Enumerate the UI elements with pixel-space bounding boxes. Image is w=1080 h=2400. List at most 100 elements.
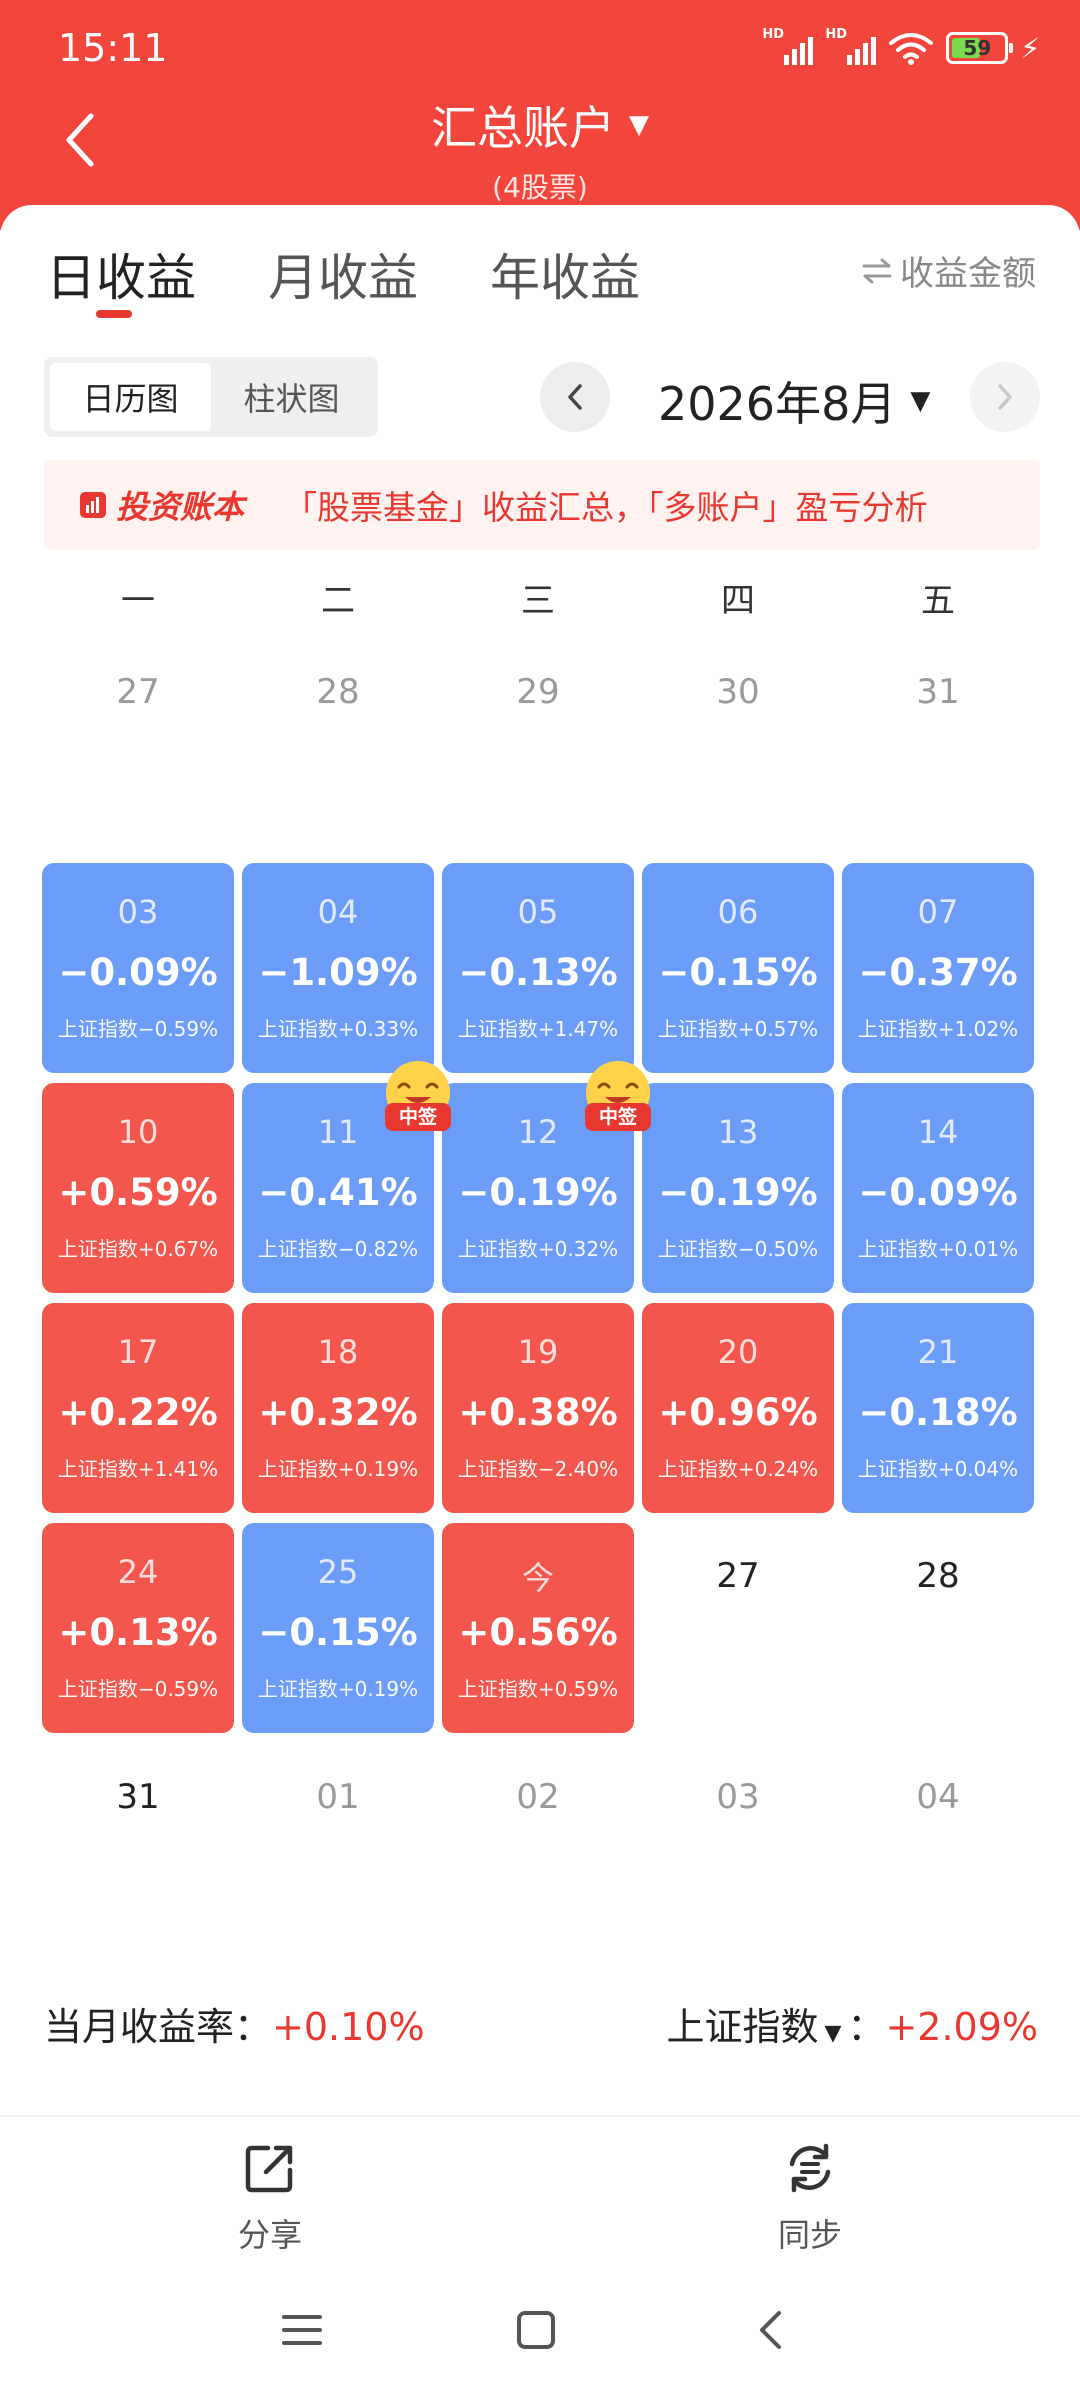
day-return: +0.32%: [258, 1391, 418, 1434]
day-number: 13: [717, 1113, 759, 1151]
sync-label: 同步: [777, 2216, 842, 2254]
tab-yearly[interactable]: 年收益: [490, 249, 640, 307]
status-icons: HD HD 59 ⚡: [762, 27, 1040, 68]
calendar-day-cell[interactable]: 04 −1.09% 上证指数+0.33%: [242, 863, 434, 1073]
calendar-day-cell[interactable]: 10 +0.59% 上证指数+0.67%: [42, 1083, 234, 1293]
caret-down-icon: ▼: [824, 2021, 842, 2046]
day-number: 10: [117, 1113, 159, 1151]
account-selector[interactable]: 汇总账户 ▼ (4股票): [0, 92, 1080, 206]
tab-daily[interactable]: 日收益: [46, 238, 196, 318]
signal-hd-label: HD: [762, 27, 784, 42]
day-number: 07: [917, 893, 959, 931]
calendar-day-cell[interactable]: 17 +0.22% 上证指数+1.41%: [42, 1303, 234, 1513]
signal-hd-label: HD: [825, 27, 847, 42]
calendar-day-other-month: 29: [516, 672, 560, 712]
recent-apps-button[interactable]: [272, 2300, 332, 2360]
system-back-button[interactable]: [740, 2300, 800, 2360]
home-square-icon: [517, 2311, 555, 2349]
month-return-label: 当月收益率：: [44, 2005, 273, 2049]
day-index-change: 上证指数+0.19%: [257, 1677, 419, 1701]
month-navigator: 2026年8月 ▼: [540, 362, 1040, 434]
amount-toggle-button[interactable]: 收益金额: [862, 246, 1036, 295]
page-subtitle: (4股票): [492, 171, 588, 204]
calendar-day-cell[interactable]: 18 +0.32% 上证指数+0.19%: [242, 1303, 434, 1513]
badge-label: 中签: [399, 1105, 438, 1128]
lottery-win-badge[interactable]: 中签: [575, 1057, 661, 1143]
weekday-label: 四: [721, 581, 755, 621]
caret-down-icon: ▼: [629, 110, 649, 140]
calendar-day-other-month: 31: [916, 672, 960, 712]
share-label: 分享: [237, 2216, 302, 2254]
day-index-change: 上证指数+1.47%: [457, 1017, 619, 1041]
signal-icon: HD: [825, 27, 877, 65]
calendar-day-cell[interactable]: 07 −0.37% 上证指数+1.02%: [842, 863, 1034, 1073]
divider: [0, 2115, 1080, 2117]
calendar-day-other-month: 27: [116, 672, 160, 712]
calendar-day-cell[interactable]: 20 +0.96% 上证指数+0.24%: [642, 1303, 834, 1513]
day-index-change: 上证指数+0.04%: [857, 1457, 1019, 1481]
calendar-day-cell[interactable]: 03 −0.09% 上证指数−0.59%: [42, 863, 234, 1073]
back-button[interactable]: [50, 100, 110, 180]
calendar-day-cell[interactable]: 25 −0.15% 上证指数+0.19%: [242, 1523, 434, 1733]
day-number: 21: [917, 1333, 959, 1371]
chevron-left-icon: [66, 113, 94, 167]
day-index-change: 上证指数+0.57%: [657, 1017, 819, 1041]
app-header: 15:11 HD HD 59 ⚡ 汇总账户 ▼ (4股票): [0, 0, 1080, 230]
tab-bar: 日收益 月收益 年收益: [46, 238, 640, 318]
calendar-day-cell[interactable]: 05 −0.13% 上证指数+1.47%: [442, 863, 634, 1073]
signal-icon: HD: [762, 27, 814, 65]
calendar-day-other-month: 30: [716, 672, 760, 712]
calendar-day-cell[interactable]: 19 +0.38% 上证指数−2.40%: [442, 1303, 634, 1513]
day-return: +0.59%: [58, 1171, 218, 1214]
chevron-left-icon: [760, 2311, 781, 2349]
index-summary[interactable]: 上证指数 ▼ ：+2.09%: [666, 1996, 1038, 2051]
day-index-change: 上证指数+1.41%: [57, 1457, 219, 1481]
weekday-label: 一: [121, 581, 155, 621]
battery-level: 59: [963, 36, 992, 60]
promo-banner[interactable]: 投资账本 「股票基金」收益汇总，「多账户」盈亏分析: [44, 460, 1040, 550]
day-return: −0.15%: [258, 1611, 418, 1654]
calendar-view-button[interactable]: 日历图: [50, 363, 211, 431]
banner-text: 「股票基金」收益汇总，「多账户」盈亏分析: [284, 488, 928, 527]
day-return: −1.09%: [258, 951, 418, 994]
calendar-day-cell[interactable]: 13 −0.19% 上证指数−0.50%: [642, 1083, 834, 1293]
calendar-day-cell[interactable]: 06 −0.15% 上证指数+0.57%: [642, 863, 834, 1073]
day-return: −0.15%: [658, 951, 818, 994]
sync-button[interactable]: 同步: [710, 2140, 910, 2256]
calendar-day-cell[interactable]: 24 +0.13% 上证指数−0.59%: [42, 1523, 234, 1733]
month-picker[interactable]: 2026年8月 ▼: [658, 368, 930, 434]
prev-month-button[interactable]: [540, 362, 610, 432]
calendar-day-cell[interactable]: 21 −0.18% 上证指数+0.04%: [842, 1303, 1034, 1513]
caret-down-icon: ▼: [910, 386, 931, 416]
calendar-day-cell-today[interactable]: 今 +0.56% 上证指数+0.59%: [442, 1523, 634, 1733]
calendar-day-other-month: 01: [316, 1777, 360, 1817]
index-separator: ：: [847, 2005, 886, 2049]
calendar-day-future: 31: [116, 1777, 160, 1817]
day-index-change: 上证指数+0.67%: [57, 1237, 219, 1261]
day-number: 14: [917, 1113, 959, 1151]
tab-monthly[interactable]: 月收益: [268, 249, 418, 307]
day-return: +0.13%: [58, 1611, 218, 1654]
banner-logo-text: 投资账本: [116, 488, 245, 526]
day-index-change: 上证指数+0.59%: [457, 1677, 619, 1701]
share-button[interactable]: 分享: [170, 2140, 370, 2256]
weekday-label: 五: [921, 581, 955, 621]
home-button[interactable]: [506, 2300, 566, 2360]
day-return: −0.09%: [58, 951, 218, 994]
charging-icon: ⚡: [1020, 31, 1040, 65]
day-index-change: 上证指数−0.50%: [657, 1237, 819, 1261]
calendar-day-future: 27: [716, 1556, 760, 1596]
lottery-win-badge[interactable]: 中签: [375, 1057, 461, 1143]
swap-arrows-icon: [862, 258, 892, 283]
next-month-button[interactable]: [970, 362, 1040, 432]
day-index-change: 上证指数−0.59%: [57, 1677, 219, 1701]
amount-toggle-label: 收益金额: [900, 254, 1036, 294]
calendar-day-cell[interactable]: 14 −0.09% 上证指数+0.01%: [842, 1083, 1034, 1293]
chevron-left-icon: [568, 384, 582, 410]
index-value: +2.09%: [885, 2005, 1038, 2049]
day-return: −0.13%: [458, 951, 618, 994]
day-index-change: 上证指数+0.33%: [257, 1017, 419, 1041]
day-index-change: 上证指数+1.02%: [857, 1017, 1019, 1041]
wifi-icon: [889, 33, 934, 65]
bar-view-button[interactable]: 柱状图: [243, 380, 340, 418]
